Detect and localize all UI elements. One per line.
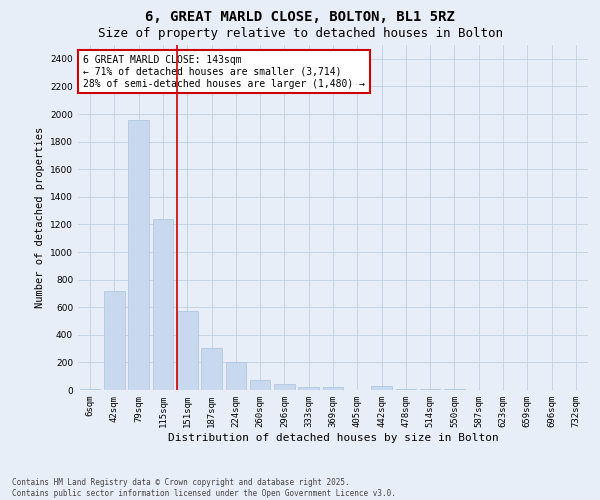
Bar	[226, 362, 246, 390]
Bar	[80, 388, 100, 390]
Bar	[250, 380, 271, 390]
Bar	[274, 384, 295, 390]
Bar	[395, 388, 416, 390]
Text: Size of property relative to detached houses in Bolton: Size of property relative to detached ho…	[97, 28, 503, 40]
Bar	[201, 348, 222, 390]
Bar	[104, 290, 125, 390]
Bar	[298, 386, 319, 390]
Text: 6, GREAT MARLD CLOSE, BOLTON, BL1 5RZ: 6, GREAT MARLD CLOSE, BOLTON, BL1 5RZ	[145, 10, 455, 24]
Bar	[152, 219, 173, 390]
Text: 6 GREAT MARLD CLOSE: 143sqm
← 71% of detached houses are smaller (3,714)
28% of : 6 GREAT MARLD CLOSE: 143sqm ← 71% of det…	[83, 56, 365, 88]
X-axis label: Distribution of detached houses by size in Bolton: Distribution of detached houses by size …	[167, 432, 499, 442]
Text: Contains HM Land Registry data © Crown copyright and database right 2025.
Contai: Contains HM Land Registry data © Crown c…	[12, 478, 396, 498]
Bar	[371, 386, 392, 390]
Bar	[128, 120, 149, 390]
Y-axis label: Number of detached properties: Number of detached properties	[35, 127, 44, 308]
Bar	[177, 310, 197, 390]
Bar	[323, 386, 343, 390]
